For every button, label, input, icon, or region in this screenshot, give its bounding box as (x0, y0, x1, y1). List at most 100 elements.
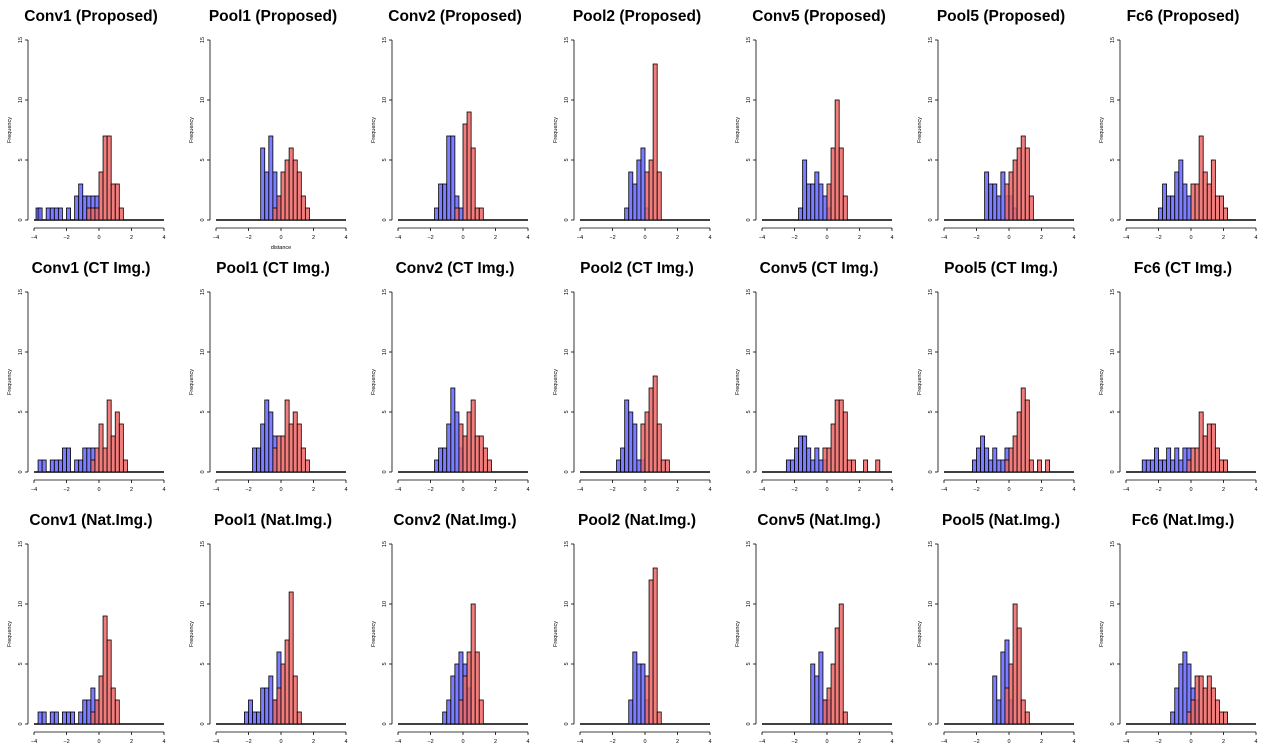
blue-bar (1158, 207, 1163, 221)
blue-bar (640, 663, 646, 725)
blue-bar (996, 195, 1002, 221)
x-tick-label: 0 (643, 235, 646, 241)
y-tick-label: 15 (1110, 289, 1116, 295)
x-tick-label: 2 (676, 235, 679, 241)
x-tick-label: −4 (1123, 487, 1129, 493)
y-tick-label: 10 (382, 601, 388, 607)
blue-bar (1000, 171, 1006, 221)
blue-bar (628, 411, 634, 473)
histogram-plot: −4 −2 0 2 4 0 5 10 15 Frequency (735, 37, 894, 241)
blue-bar (818, 651, 824, 725)
x-tick-label: 0 (97, 235, 100, 241)
histogram-panel: Pool5 (Proposed) −4 −2 0 2 4 0 5 10 15 Frequency (910, 0, 1092, 252)
y-tick-label: 0 (746, 218, 752, 221)
red-bar (1024, 711, 1030, 725)
red-bar (838, 603, 844, 725)
y-tick-label: 0 (18, 218, 24, 221)
red-bar (1206, 423, 1212, 473)
x-tick-label: −4 (759, 235, 765, 241)
blue-bar (1158, 459, 1163, 473)
blue-bar (446, 699, 452, 725)
x-tick-label: 2 (130, 739, 133, 745)
blue-bar (454, 411, 460, 473)
histogram-plot: −4 −2 0 2 4 distance 0 5 10 15 Frequency (189, 37, 348, 251)
y-tick-label: 10 (564, 601, 570, 607)
x-tick-label: −2 (1155, 739, 1161, 745)
histogram-panel: Conv2 (Proposed) −4 −2 0 2 4 0 5 10 15 Frequency (364, 0, 546, 252)
red-bar (652, 63, 658, 221)
y-tick-label: 5 (382, 158, 388, 161)
y-tick-label: 5 (1110, 158, 1116, 161)
y-tick-label: 15 (746, 541, 752, 547)
histogram-plot: −4 −2 0 2 4 0 5 10 15 Frequency (735, 289, 894, 493)
blue-bar (450, 387, 456, 473)
blue-bar (438, 183, 444, 221)
x-tick-label: 0 (97, 487, 100, 493)
blue-bar (458, 207, 464, 221)
blue-bar (264, 171, 270, 221)
blue-bar (822, 195, 828, 221)
blue-bar (640, 147, 646, 221)
y-axis-label: Frequency (735, 117, 741, 143)
x-tick-label: 2 (312, 739, 315, 745)
blue-bar (49, 459, 55, 473)
red-bar (1186, 459, 1192, 473)
histogram-panel: Fc6 (Nat.Img.) −4 −2 0 2 4 0 5 10 15 Frequency (1092, 504, 1274, 756)
y-tick-label: 15 (564, 289, 570, 295)
x-tick-label: 4 (1254, 487, 1257, 493)
red-bar (656, 711, 662, 725)
red-bar (276, 687, 282, 725)
red-bar (1008, 663, 1014, 725)
red-bar (826, 687, 832, 725)
blue-bar (806, 183, 812, 221)
red-bar (1024, 399, 1030, 473)
red-bar (1012, 435, 1018, 473)
y-tick-label: 5 (1110, 410, 1116, 413)
x-tick-label: 2 (1040, 487, 1043, 493)
red-bar (110, 183, 116, 221)
red-bar (648, 387, 654, 473)
y-tick-label: 0 (382, 470, 388, 473)
blue-bar (620, 447, 626, 473)
red-bar (474, 207, 480, 221)
red-bar (284, 399, 290, 473)
red-bar (304, 207, 310, 221)
panel-title: Conv2 (CT Img.) (395, 260, 515, 277)
blue-bar (632, 651, 638, 725)
red-bar (90, 207, 96, 221)
blue-bar (1174, 447, 1180, 473)
blue-bar (980, 435, 986, 473)
histogram-plot: −4 −2 0 2 4 0 5 10 15 Frequency (553, 289, 712, 493)
red-bar (110, 687, 116, 725)
red-bar (648, 579, 654, 725)
x-tick-label: 2 (312, 487, 315, 493)
blue-bar (628, 171, 634, 221)
x-tick-label: −2 (63, 739, 69, 745)
x-tick-label: 0 (1007, 487, 1010, 493)
x-tick-label: −2 (609, 487, 615, 493)
red-bar (272, 447, 278, 473)
x-tick-label: −2 (1155, 487, 1161, 493)
x-tick-label: 2 (858, 739, 861, 745)
red-bar (114, 183, 120, 221)
blue-bar (1166, 195, 1172, 221)
y-tick-label: 10 (200, 601, 206, 607)
red-bar (458, 423, 464, 473)
red-bar (656, 423, 662, 473)
blue-bar (244, 711, 249, 725)
y-tick-label: 0 (928, 218, 934, 221)
blue-bar (628, 699, 634, 725)
y-tick-label: 5 (564, 662, 570, 665)
red-bar (1194, 447, 1200, 473)
red-bar (842, 411, 848, 473)
red-bar (94, 699, 100, 725)
red-bar (470, 399, 476, 473)
x-tick-label: 4 (708, 235, 711, 241)
blue-bar (66, 207, 71, 221)
red-bar (850, 459, 856, 473)
x-tick-label: −2 (973, 235, 979, 241)
y-tick-label: 15 (1110, 37, 1116, 43)
y-tick-label: 0 (382, 218, 388, 221)
red-bar (284, 639, 290, 725)
blue-bar (1182, 651, 1188, 725)
